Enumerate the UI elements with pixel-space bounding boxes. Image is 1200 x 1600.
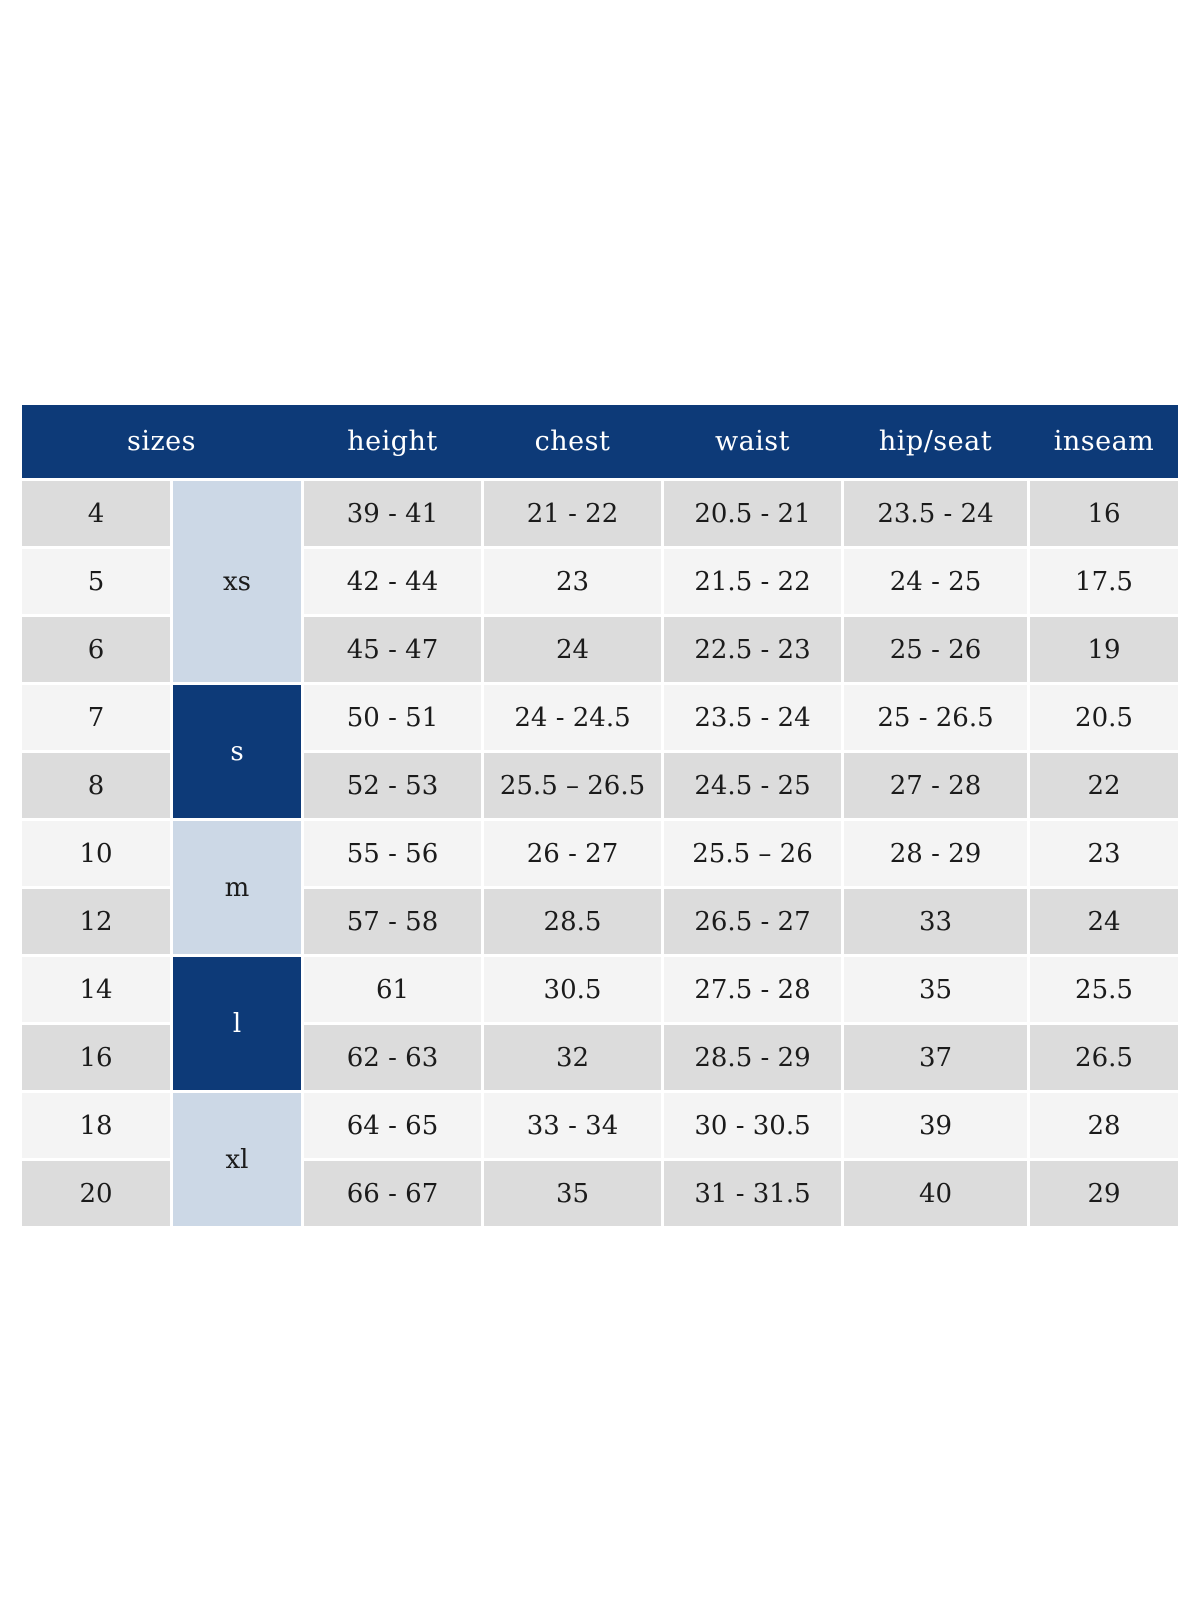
size-group-cell-xs: xs <box>173 481 301 682</box>
inseam-cell: 17.5 <box>1030 549 1178 614</box>
height-cell: 52 - 53 <box>304 753 481 818</box>
hip-seat-cell: 23.5 - 24 <box>844 481 1027 546</box>
waist-cell: 24.5 - 25 <box>664 753 841 818</box>
chest-cell: 30.5 <box>484 957 661 1022</box>
size-cell: 12 <box>22 889 170 954</box>
hip-seat-cell: 25 - 26 <box>844 617 1027 682</box>
size-cell: 8 <box>22 753 170 818</box>
header-inseam: inseam <box>1053 426 1155 457</box>
header-waist: waist <box>714 426 791 457</box>
height-cell: 55 - 56 <box>304 821 481 886</box>
height-cell: 50 - 51 <box>304 685 481 750</box>
height-cell: 66 - 67 <box>304 1161 481 1226</box>
height-cell: 62 - 63 <box>304 1025 481 1090</box>
hip-seat-cell: 37 <box>844 1025 1027 1090</box>
waist-cell: 22.5 - 23 <box>664 617 841 682</box>
size-cell: 14 <box>22 957 170 1022</box>
size-cell: 10 <box>22 821 170 886</box>
chest-cell: 26 - 27 <box>484 821 661 886</box>
chest-cell: 32 <box>484 1025 661 1090</box>
hip-seat-cell: 28 - 29 <box>844 821 1027 886</box>
header-chest: chest <box>534 426 611 457</box>
size-group-cell-l: l <box>173 957 301 1090</box>
chest-cell: 33 - 34 <box>484 1093 661 1158</box>
hip-seat-cell: 39 <box>844 1093 1027 1158</box>
table-header-row: sizes height chest waist hip/seat inseam <box>22 405 1178 478</box>
waist-cell: 30 - 30.5 <box>664 1093 841 1158</box>
size-cell: 16 <box>22 1025 170 1090</box>
size-cell: 5 <box>22 549 170 614</box>
hip-seat-cell: 35 <box>844 957 1027 1022</box>
waist-cell: 31 - 31.5 <box>664 1161 841 1226</box>
inseam-cell: 29 <box>1030 1161 1178 1226</box>
height-cell: 45 - 47 <box>304 617 481 682</box>
header-hip-seat: hip/seat <box>878 426 993 457</box>
inseam-cell: 28 <box>1030 1093 1178 1158</box>
waist-cell: 25.5 – 26 <box>664 821 841 886</box>
chest-cell: 28.5 <box>484 889 661 954</box>
size-cell: 7 <box>22 685 170 750</box>
inseam-cell: 24 <box>1030 889 1178 954</box>
hip-seat-cell: 40 <box>844 1161 1027 1226</box>
inseam-cell: 19 <box>1030 617 1178 682</box>
hip-seat-cell: 25 - 26.5 <box>844 685 1027 750</box>
waist-cell: 27.5 - 28 <box>664 957 841 1022</box>
chest-cell: 23 <box>484 549 661 614</box>
hip-seat-cell: 27 - 28 <box>844 753 1027 818</box>
inseam-cell: 22 <box>1030 753 1178 818</box>
waist-cell: 21.5 - 22 <box>664 549 841 614</box>
size-group-cell-s: s <box>173 685 301 818</box>
height-cell: 39 - 41 <box>304 481 481 546</box>
size-group-cell-xl: xl <box>173 1093 301 1226</box>
height-cell: 64 - 65 <box>304 1093 481 1158</box>
chest-cell: 24 <box>484 617 661 682</box>
waist-cell: 20.5 - 21 <box>664 481 841 546</box>
size-chart-table: sizes height chest waist hip/seat inseam… <box>22 405 1178 1226</box>
waist-cell: 28.5 - 29 <box>664 1025 841 1090</box>
size-cell: 20 <box>22 1161 170 1226</box>
waist-cell: 26.5 - 27 <box>664 889 841 954</box>
inseam-cell: 20.5 <box>1030 685 1178 750</box>
header-height: height <box>347 426 438 457</box>
waist-cell: 23.5 - 24 <box>664 685 841 750</box>
hip-seat-cell: 24 - 25 <box>844 549 1027 614</box>
table-body: xs s m l xl 4 39 - 41 21 - 22 20.5 - 21 23.5 - 24… <box>22 481 1178 1226</box>
size-cell: 6 <box>22 617 170 682</box>
inseam-cell: 25.5 <box>1030 957 1178 1022</box>
height-cell: 57 - 58 <box>304 889 481 954</box>
size-cell: 4 <box>22 481 170 546</box>
hip-seat-cell: 33 <box>844 889 1027 954</box>
size-cell: 18 <box>22 1093 170 1158</box>
chest-cell: 24 - 24.5 <box>484 685 661 750</box>
inseam-cell: 23 <box>1030 821 1178 886</box>
inseam-cell: 16 <box>1030 481 1178 546</box>
size-group-cell-m: m <box>173 821 301 954</box>
chest-cell: 21 - 22 <box>484 481 661 546</box>
height-cell: 61 <box>304 957 481 1022</box>
chest-cell: 35 <box>484 1161 661 1226</box>
header-sizes: sizes <box>126 426 197 457</box>
height-cell: 42 - 44 <box>304 549 481 614</box>
chest-cell: 25.5 – 26.5 <box>484 753 661 818</box>
inseam-cell: 26.5 <box>1030 1025 1178 1090</box>
